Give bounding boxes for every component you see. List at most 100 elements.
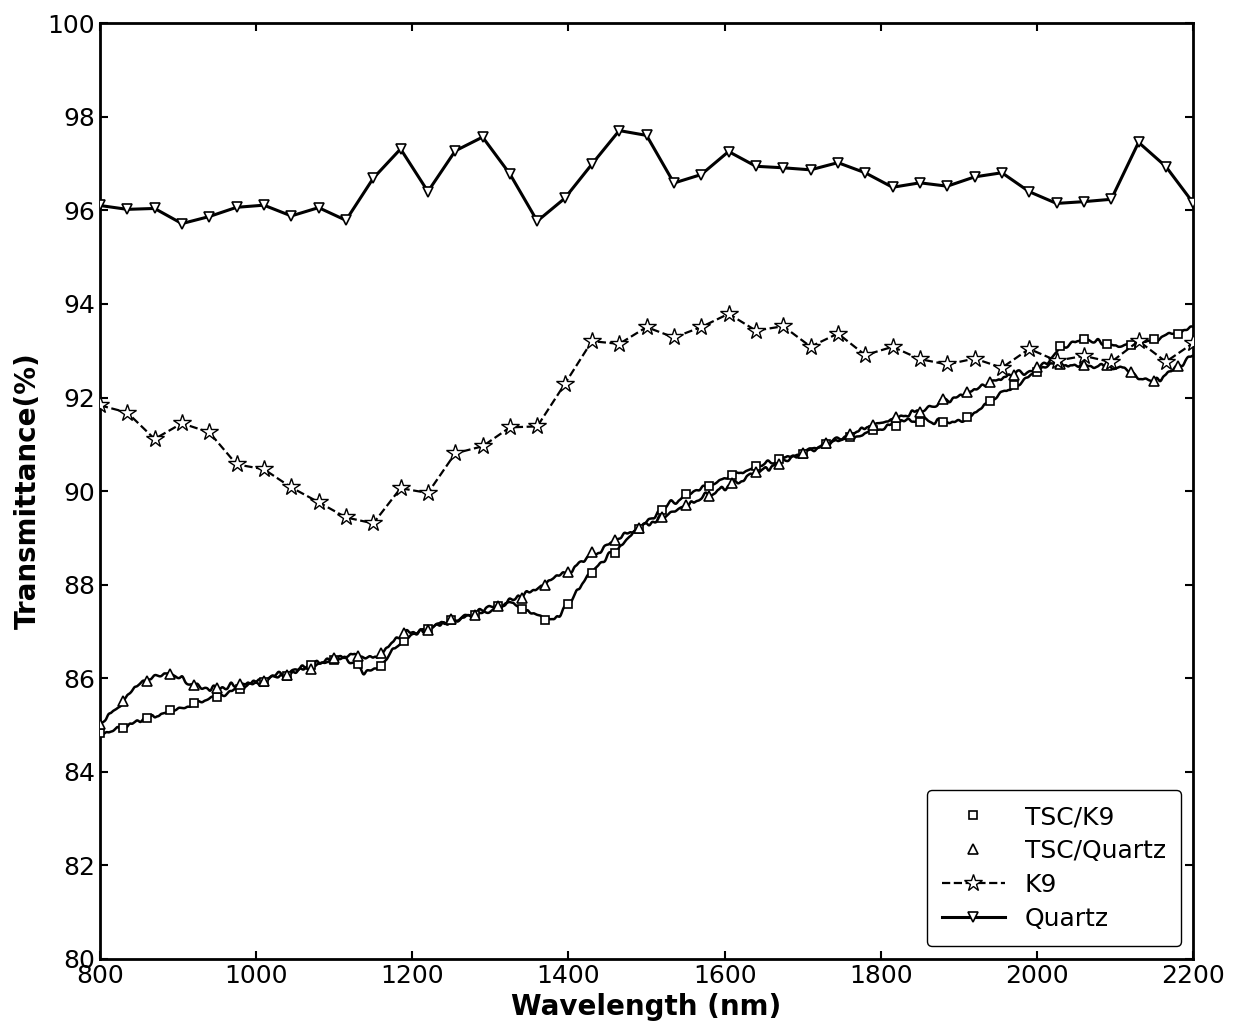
Quartz bbox=[338, 214, 353, 227]
TSC/Quartz bbox=[772, 457, 787, 470]
TSC/K9 bbox=[772, 453, 787, 466]
K9 bbox=[803, 341, 818, 353]
TSC/K9 bbox=[1077, 333, 1092, 346]
TSC/Quartz bbox=[327, 651, 342, 663]
TSC/K9 bbox=[890, 420, 904, 433]
K9 bbox=[475, 440, 489, 452]
Quartz bbox=[694, 169, 709, 181]
Quartz bbox=[202, 210, 217, 223]
Quartz bbox=[558, 193, 572, 205]
K9 bbox=[776, 320, 790, 332]
Quartz bbox=[1131, 137, 1146, 149]
K9 bbox=[1022, 343, 1037, 355]
Quartz bbox=[776, 161, 790, 174]
K9 bbox=[420, 486, 435, 499]
K9 bbox=[721, 307, 736, 320]
Quartz bbox=[147, 202, 162, 214]
TSC/Quartz bbox=[209, 682, 224, 694]
Line: TSC/K9: TSC/K9 bbox=[95, 329, 1182, 737]
K9 bbox=[912, 353, 927, 365]
TSC/Quartz bbox=[608, 534, 623, 546]
K9 bbox=[1158, 356, 1173, 368]
K9 bbox=[338, 511, 353, 524]
K9 bbox=[1131, 334, 1146, 347]
Quartz bbox=[447, 145, 462, 157]
TSC/Quartz bbox=[420, 623, 435, 635]
TSC/K9 bbox=[420, 623, 435, 635]
K9 bbox=[229, 459, 244, 471]
K9 bbox=[175, 417, 190, 430]
Quartz bbox=[968, 171, 983, 183]
TSC/K9 bbox=[819, 438, 834, 450]
TSC/K9 bbox=[1124, 338, 1139, 351]
Y-axis label: Transmittance(%): Transmittance(%) bbox=[14, 353, 42, 629]
TSC/K9 bbox=[1053, 341, 1068, 353]
TSC/K9 bbox=[866, 423, 881, 436]
TSC/K9 bbox=[186, 698, 201, 710]
TSC/K9 bbox=[678, 487, 693, 500]
TSC/K9 bbox=[514, 603, 529, 616]
K9 bbox=[147, 433, 162, 445]
Quartz bbox=[1077, 196, 1092, 208]
TSC/K9 bbox=[912, 416, 927, 428]
Quartz bbox=[311, 202, 326, 214]
TSC/K9 bbox=[93, 727, 108, 739]
TSC/K9 bbox=[1100, 337, 1115, 350]
K9 bbox=[694, 321, 709, 333]
TSC/K9 bbox=[139, 711, 154, 723]
Legend: TSC/K9, TSC/Quartz, K9, Quartz: TSC/K9, TSC/Quartz, K9, Quartz bbox=[927, 790, 1181, 946]
TSC/K9 bbox=[585, 566, 600, 579]
TSC/K9 bbox=[351, 658, 366, 671]
K9 bbox=[311, 496, 326, 508]
Quartz bbox=[612, 124, 627, 137]
TSC/K9 bbox=[632, 523, 647, 535]
TSC/K9 bbox=[444, 614, 458, 626]
TSC/K9 bbox=[233, 683, 248, 696]
TSC/Quartz bbox=[748, 466, 763, 478]
TSC/Quartz bbox=[491, 599, 506, 612]
TSC/Quartz bbox=[959, 386, 974, 398]
K9 bbox=[940, 358, 955, 371]
Quartz bbox=[639, 129, 654, 142]
TSC/Quartz bbox=[795, 447, 810, 460]
Quartz bbox=[885, 181, 900, 194]
TSC/K9 bbox=[304, 658, 318, 671]
TSC/Quartz bbox=[819, 437, 834, 449]
Quartz bbox=[830, 156, 845, 169]
TSC/Quartz bbox=[351, 650, 366, 662]
Line: K9: K9 bbox=[90, 304, 1202, 532]
K9 bbox=[968, 352, 983, 364]
Quartz bbox=[1049, 198, 1064, 210]
X-axis label: Wavelength (nm): Wavelength (nm) bbox=[512, 994, 782, 1022]
K9 bbox=[748, 324, 763, 336]
K9 bbox=[530, 420, 545, 433]
K9 bbox=[256, 463, 271, 475]
TSC/K9 bbox=[795, 447, 810, 460]
Quartz bbox=[420, 185, 435, 198]
TSC/Quartz bbox=[116, 696, 131, 708]
TSC/Quartz bbox=[701, 490, 716, 502]
Quartz bbox=[585, 158, 600, 171]
K9 bbox=[1186, 336, 1201, 349]
TSC/K9 bbox=[374, 659, 389, 672]
TSC/Quartz bbox=[843, 428, 857, 441]
TSC/Quartz bbox=[374, 647, 389, 659]
Quartz bbox=[1158, 160, 1173, 173]
Quartz bbox=[667, 177, 681, 189]
TSC/Quartz bbox=[912, 406, 927, 418]
TSC/Quartz bbox=[678, 499, 693, 511]
Quartz bbox=[256, 199, 271, 211]
TSC/K9 bbox=[843, 431, 857, 443]
K9 bbox=[93, 400, 108, 412]
TSC/Quartz bbox=[561, 566, 576, 579]
TSC/K9 bbox=[1170, 327, 1184, 339]
TSC/Quartz bbox=[866, 419, 881, 432]
K9 bbox=[558, 378, 572, 390]
Quartz bbox=[393, 143, 408, 155]
TSC/Quartz bbox=[233, 678, 248, 690]
K9 bbox=[612, 337, 627, 350]
TSC/Quartz bbox=[280, 669, 295, 681]
TSC/K9 bbox=[1147, 332, 1162, 345]
TSC/K9 bbox=[280, 670, 295, 682]
TSC/Quartz bbox=[396, 626, 411, 639]
